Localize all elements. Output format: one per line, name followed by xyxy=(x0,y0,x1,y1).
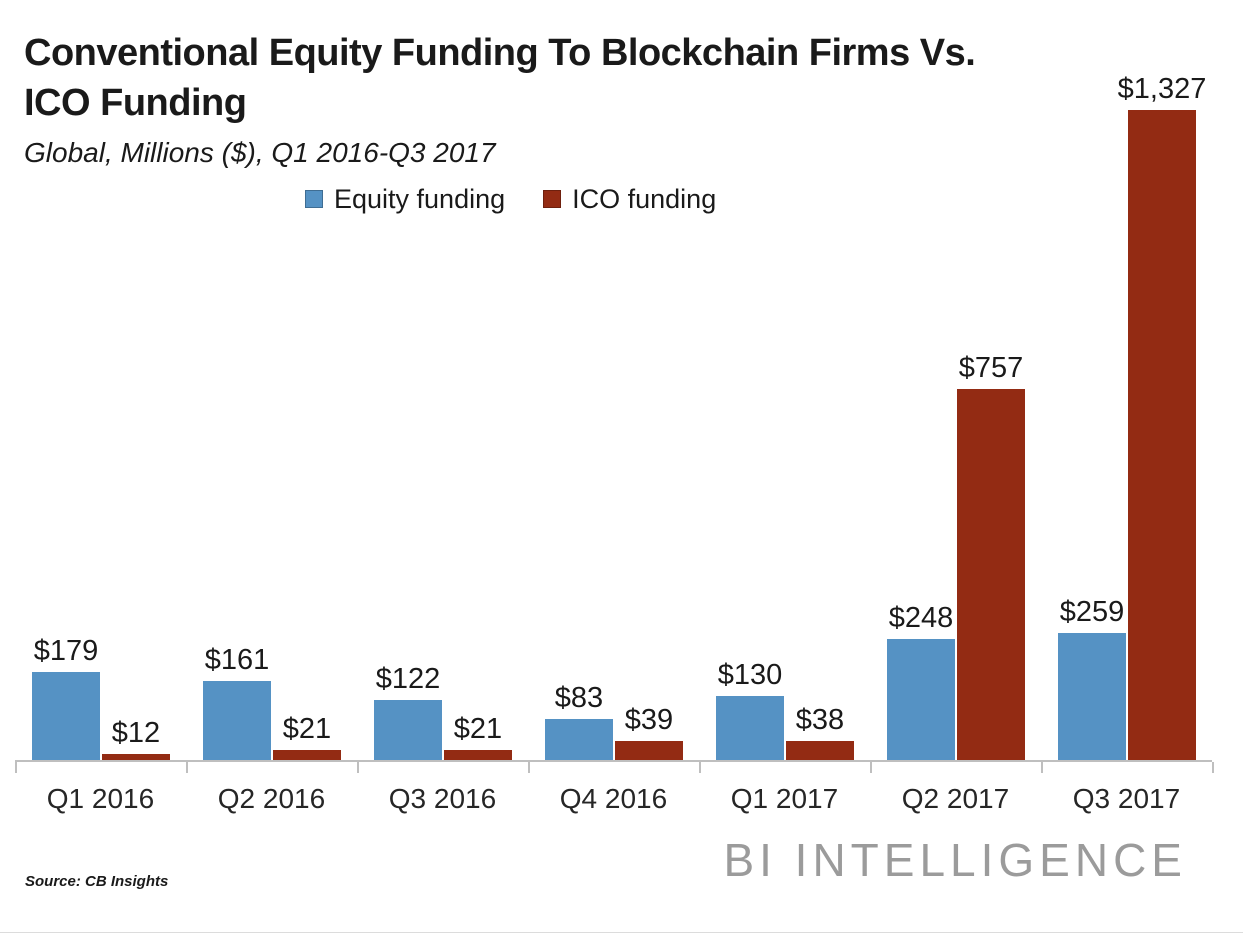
value-label: $179 xyxy=(33,635,99,667)
axis-tick xyxy=(528,762,530,773)
x-axis-label: Q3 2017 xyxy=(1072,783,1181,814)
value-label: $83 xyxy=(554,682,604,714)
x-axis-label: Q1 2016 xyxy=(46,783,155,814)
value-label: $12 xyxy=(111,717,161,749)
value-label: $757 xyxy=(958,352,1024,384)
legend: Equity funding ICO funding xyxy=(305,184,716,214)
bar-ico-funding xyxy=(273,750,341,760)
bar-ico-funding xyxy=(615,741,683,760)
x-axis-labels: Q1 2016 Q2 2016 Q3 2016 Q4 2016 Q1 2017 Q2 20… xyxy=(15,782,1212,822)
bar-equity-funding xyxy=(32,672,100,760)
axis-tick xyxy=(870,762,872,773)
value-label: $21 xyxy=(282,713,332,745)
axis-tick xyxy=(186,762,188,773)
value-label: $39 xyxy=(624,704,674,736)
ico-swatch-icon xyxy=(543,190,562,208)
bar-equity-funding xyxy=(887,639,955,760)
value-label: $122 xyxy=(375,663,441,695)
value-label: $21 xyxy=(453,713,503,745)
value-label: $259 xyxy=(1059,596,1125,628)
chart-title: Conventional Equity Funding To Blockchai… xyxy=(24,28,976,128)
value-label: $130 xyxy=(717,659,783,691)
legend-label-ico: ICO funding xyxy=(572,183,717,214)
x-axis-label: Q1 2017 xyxy=(730,783,839,814)
chart-title-line1: Conventional Equity Funding To Blockchai… xyxy=(24,32,976,74)
brand-watermark: BI INTELLIGENCE xyxy=(723,834,1187,886)
x-axis-label: Q4 2016 xyxy=(559,783,668,814)
value-label: $38 xyxy=(795,704,845,736)
axis-tick xyxy=(1041,762,1043,773)
bar-equity-funding xyxy=(1058,633,1126,760)
equity-swatch-icon xyxy=(305,190,323,208)
bar-ico-funding xyxy=(102,754,170,760)
chart-subtitle: Global, Millions ($), Q1 2016-Q3 2017 xyxy=(24,137,496,168)
axis-tick xyxy=(699,762,701,773)
legend-item-ico: ICO funding xyxy=(543,184,716,215)
x-axis-line xyxy=(15,760,1212,762)
legend-label-equity: Equity funding xyxy=(334,183,506,214)
bar-ico-funding xyxy=(786,741,854,760)
x-axis-label: Q2 2017 xyxy=(901,783,1010,814)
bar-ico-funding xyxy=(444,750,512,760)
x-axis-label: Q3 2016 xyxy=(388,783,497,814)
bar-equity-funding xyxy=(545,719,613,760)
x-axis-label: Q2 2016 xyxy=(217,783,326,814)
chart-title-line2: ICO Funding xyxy=(24,82,247,124)
bar-equity-funding xyxy=(203,681,271,760)
plot-area: $179 $12 $161 $21 $122 $21 $83 $39 $130 $38 $248 $7… xyxy=(15,73,1214,773)
legend-item-equity: Equity funding xyxy=(305,184,505,215)
bar-ico-funding xyxy=(957,389,1025,760)
bar-equity-funding xyxy=(374,700,442,760)
axis-tick xyxy=(357,762,359,773)
value-label: $161 xyxy=(204,644,270,676)
axis-tick xyxy=(1212,762,1214,773)
axis-tick xyxy=(15,762,17,773)
value-label: $248 xyxy=(888,602,954,634)
value-label: $1,327 xyxy=(1117,73,1207,105)
source-note: Source: CB Insights xyxy=(25,873,169,890)
bar-ico-funding xyxy=(1128,110,1196,760)
bar-equity-funding xyxy=(716,696,784,760)
